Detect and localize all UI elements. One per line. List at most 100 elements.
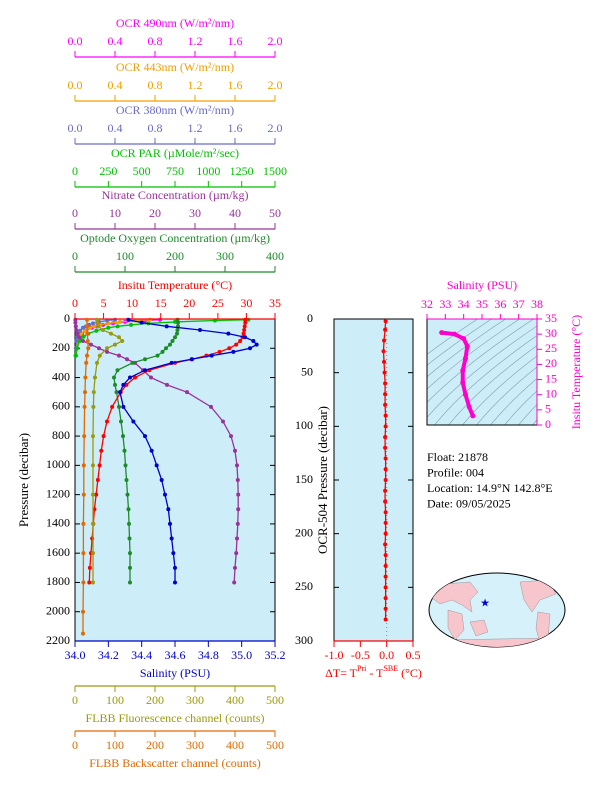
profile-point [229, 434, 233, 439]
x-tick-label: 36 [494, 297, 506, 311]
x-axis-title-part: - T [366, 666, 384, 680]
density-contour [427, 319, 535, 403]
profile-point [383, 520, 388, 525]
profile-point [121, 382, 126, 387]
x-axis-title: Salinity (PSU) [140, 666, 210, 680]
profile-point [95, 317, 99, 322]
x-tick-label: 1.2 [188, 78, 203, 92]
profile-point [85, 324, 89, 329]
x-axis-title: Salinity (PSU) [447, 278, 517, 292]
x-tick-label: 1.6 [228, 78, 243, 92]
density-contour [427, 319, 479, 355]
profile-point [81, 521, 86, 526]
x-tick-label: 0 [72, 206, 78, 220]
profile-point [120, 338, 125, 343]
profile-point [125, 357, 129, 362]
profile-point [74, 327, 79, 332]
x-tick-label: 10 [126, 296, 138, 310]
x-tick-label: 2.0 [268, 34, 283, 48]
x-tick-label: 30 [240, 296, 252, 310]
y-axis-title: OCR-504 Pressure (decibar) [315, 406, 330, 554]
profile-point [81, 492, 86, 497]
profile-point [383, 488, 388, 493]
profile-point [118, 390, 122, 395]
profile-point [383, 445, 388, 450]
x-axis-title: OCR 380nm (W/m²/nm) [116, 103, 234, 117]
profile-point [115, 324, 120, 329]
y-axis-title: Pressure (decibar) [16, 433, 31, 527]
profile-point [133, 375, 137, 380]
x-tick-label: 300 [216, 249, 234, 263]
profile-point [175, 327, 180, 332]
y-tick-label: 200 [52, 340, 70, 354]
profile-point [382, 338, 387, 343]
profile-point [233, 565, 237, 570]
density-contour [532, 419, 537, 425]
y-tick-label: 0 [307, 311, 313, 325]
x-tick-label: 10 [109, 206, 121, 220]
y-tick-label: 1400 [46, 516, 70, 530]
profile-point [91, 321, 95, 326]
x-axis-title-part: Pri [357, 664, 367, 673]
y-tick-label: 150 [295, 472, 313, 486]
x-axis-title: Nitrate Concentration (µm/kg) [102, 188, 249, 202]
x-tick-label: 35 [476, 297, 488, 311]
x-axis-title: OCR 443nm (W/m²/nm) [116, 60, 234, 74]
profile-point [110, 404, 115, 409]
x-tick-label: 34.0 [65, 648, 86, 662]
profile-point [113, 382, 117, 387]
profile-point [77, 335, 81, 340]
ts-point [463, 392, 468, 398]
profile-point [91, 404, 96, 409]
x-tick-label: 1000 [196, 164, 220, 178]
x-tick-label: 35 [269, 296, 281, 310]
y-axis-title: Insitu Temperature (°C) [569, 315, 583, 429]
density-contour [434, 335, 537, 425]
profile-point [241, 331, 246, 336]
profile-point [128, 375, 132, 380]
y-tick-label: 2200 [46, 633, 70, 647]
profile-point [106, 325, 111, 330]
profile-point [85, 338, 90, 343]
profile-point [105, 419, 109, 424]
profile-point [127, 536, 132, 541]
profile-point [383, 435, 388, 440]
profile-point [129, 322, 133, 327]
profile-point [143, 368, 147, 373]
profile-point [175, 331, 179, 336]
profile-point [248, 346, 252, 351]
x-tick-label: 100 [116, 249, 134, 263]
x-tick-label: 0.0 [379, 648, 394, 662]
profile-point [73, 353, 78, 358]
y-tick-label: 30 [545, 326, 557, 340]
profile-point [381, 349, 386, 354]
profile-point [235, 478, 240, 482]
profile-point [97, 463, 102, 468]
profile-point [121, 434, 125, 439]
profile-point [165, 382, 169, 387]
profile-point [234, 551, 239, 556]
profile-point [235, 536, 239, 541]
x-tick-label: 500 [266, 693, 284, 707]
x-tick-label: -0.5 [351, 648, 370, 662]
profile-point [217, 349, 222, 354]
profile-point [95, 320, 100, 325]
profile-point [383, 585, 388, 590]
profile-point [382, 370, 387, 375]
float-info: Profile: 004 [427, 465, 484, 479]
y-tick-label: 25 [545, 341, 557, 355]
profile-point [81, 463, 86, 468]
x-tick-label: 0.5 [406, 648, 421, 662]
profile-point [383, 319, 388, 324]
y-tick-label: 250 [295, 579, 313, 593]
x-tick-label: 0.4 [108, 34, 123, 48]
x-axis-title: OCR 490nm (W/m²/nm) [116, 16, 234, 30]
profile-point [94, 328, 99, 333]
ts-line [439, 330, 475, 418]
profile-point [121, 404, 126, 409]
profile-point [117, 353, 121, 358]
profile-point [81, 551, 86, 556]
profile-point [171, 551, 176, 556]
profile-point [95, 478, 100, 482]
profile-point [236, 507, 241, 512]
